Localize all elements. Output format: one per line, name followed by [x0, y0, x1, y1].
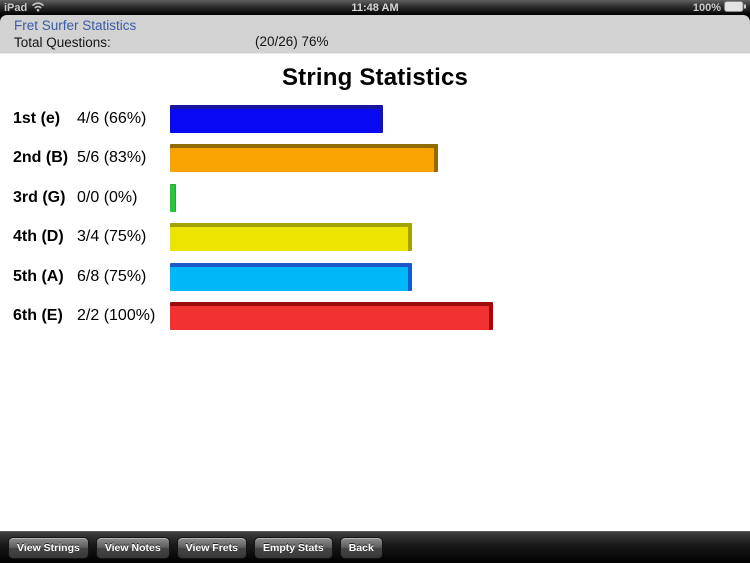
header: Fret Surfer Statistics Total Questions: …	[0, 15, 750, 54]
string-bar	[170, 302, 493, 331]
string-score: 4/6 (66%)	[77, 109, 147, 127]
chart-title: String Statistics	[281, 64, 469, 91]
status-time: 11:48 AM	[351, 1, 399, 14]
battery-percent: 100%	[692, 1, 721, 14]
string-label: 1st (e)	[13, 109, 61, 127]
string-row-6: 6th (E) 2/2 (100%)	[0, 297, 750, 337]
string-label: 2nd (B)	[13, 149, 69, 167]
string-label: 5th (A)	[13, 267, 64, 285]
battery-icon	[724, 0, 746, 15]
string-score: 5/6 (83%)	[77, 149, 147, 167]
string-bar	[170, 262, 412, 291]
total-questions-label: Total Questions:	[14, 35, 111, 50]
device-label: iPad	[4, 1, 28, 14]
bottom-toolbar: View Strings View Notes View Frets Empty St…	[0, 531, 750, 563]
string-row-3: 3rd (G) 0/0 (0%)	[0, 178, 750, 218]
string-row-2: 2nd (B) 5/6 (83%)	[0, 139, 750, 179]
view-notes-button[interactable]: View Notes	[95, 536, 170, 559]
string-bar	[170, 144, 438, 173]
view-frets-button[interactable]: View Frets	[176, 536, 247, 559]
string-bar	[170, 104, 383, 133]
content: String Statistics 1st (e) 4/6 (66%) 2nd (B…	[0, 54, 750, 531]
wifi-icon	[31, 1, 45, 15]
string-row-4: 4th (D) 3/4 (75%)	[0, 218, 750, 258]
string-row-5: 5th (A) 6/8 (75%)	[0, 257, 750, 297]
string-score: 2/2 (100%)	[77, 307, 156, 325]
empty-stats-button[interactable]: Empty Stats	[254, 536, 333, 559]
string-label: 4th (D)	[13, 228, 64, 246]
view-strings-button[interactable]: View Strings	[8, 536, 89, 559]
app-title: Fret Surfer Statistics	[14, 18, 137, 33]
total-questions-value: (20/26) 76%	[255, 34, 329, 49]
string-bar	[170, 183, 176, 212]
string-label: 6th (E)	[13, 307, 63, 325]
string-score: 0/0 (0%)	[77, 188, 138, 206]
status-bar-right: 100%	[692, 0, 746, 15]
string-row-1: 1st (e) 4/6 (66%)	[0, 99, 750, 139]
string-score: 6/8 (75%)	[77, 267, 147, 285]
back-button[interactable]: Back	[339, 536, 383, 559]
chart-rows: 1st (e) 4/6 (66%) 2nd (B) 5/6 (83%) 3rd (G) 0…	[0, 99, 750, 336]
string-label: 3rd (G)	[13, 188, 66, 206]
string-score: 3/4 (75%)	[77, 228, 147, 246]
string-bar	[170, 223, 412, 252]
status-bar-left: iPad	[4, 1, 45, 15]
status-bar: iPad 11:48 AM 100%	[0, 0, 750, 15]
